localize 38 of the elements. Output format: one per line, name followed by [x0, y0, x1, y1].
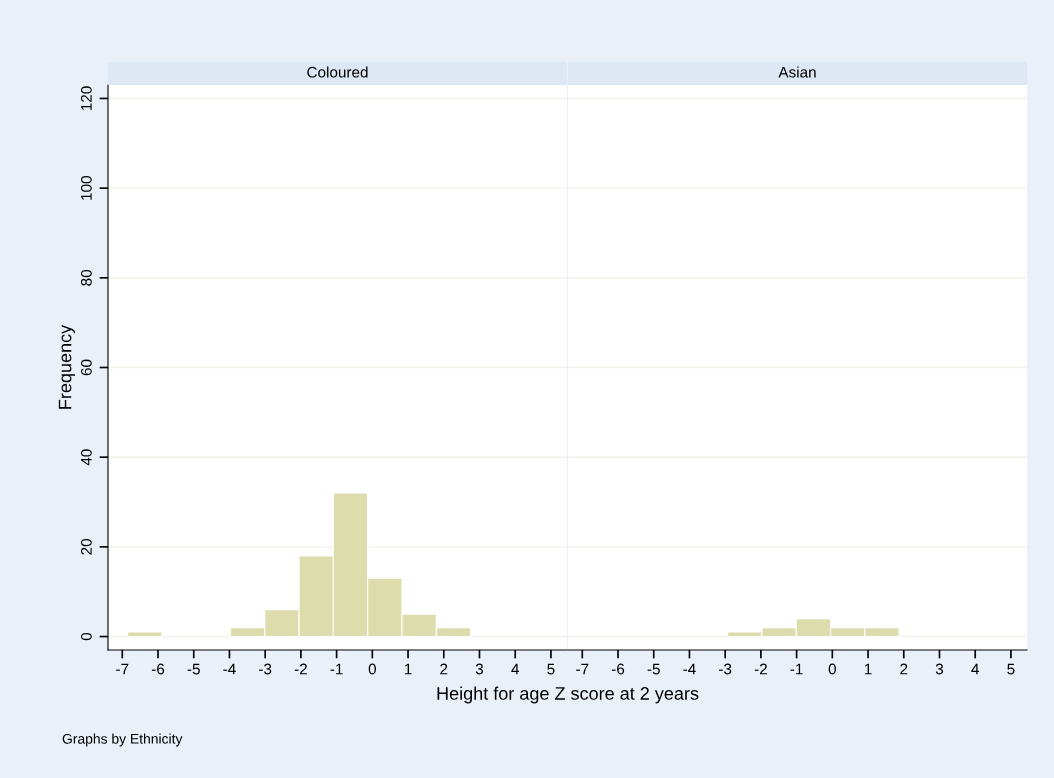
y-axis-title: Frequency [58, 324, 76, 409]
text: Graphs by Ethnicity [62, 733, 183, 747]
x-tick-label: -4 [683, 663, 696, 675]
x-tick-label: 0 [828, 663, 836, 675]
y-tick-label: 0 [80, 632, 92, 641]
x-tick-label: -1 [330, 663, 343, 675]
x-tick-label: 4 [971, 663, 980, 675]
x-tick-label: -4 [223, 663, 236, 675]
x-tick-label: -6 [151, 663, 165, 675]
y-tick-label: 80 [80, 269, 92, 286]
x-tick-label: 5 [1007, 663, 1015, 675]
x-tick-label: 1 [864, 663, 872, 675]
y-tick-label: 40 [80, 449, 92, 466]
x-tick-label: -6 [611, 663, 625, 675]
x-tick-label: -2 [294, 663, 307, 675]
x-tick-label: -7 [576, 663, 589, 675]
x-tick-label: -2 [754, 663, 767, 675]
chart-title: Coloured [307, 66, 368, 78]
x-tick-label: 3 [935, 663, 944, 675]
x-tick-label: 5 [547, 663, 555, 675]
x-tick-label: -5 [187, 663, 200, 675]
x-tick-label: 0 [368, 663, 376, 675]
y-tick-label: 120 [80, 86, 92, 111]
y-tick-label: 20 [80, 538, 92, 555]
x-tick-label: -1 [790, 663, 803, 675]
x-tick-label: 3 [475, 663, 484, 675]
y-tick-label: 100 [80, 175, 92, 200]
x-tick-label: -3 [259, 663, 272, 675]
x-axis-title: Height for age Z score at 2 years [437, 686, 699, 704]
x-tick-label: 4 [511, 663, 520, 675]
x-tick-label: -3 [719, 663, 732, 675]
x-tick-label: -5 [647, 663, 660, 675]
chart-title: Asian [778, 66, 816, 78]
y-tick-label: 60 [80, 359, 92, 376]
x-tick-label: -7 [116, 663, 129, 675]
x-tick-label: 2 [440, 663, 448, 675]
x-tick-label: 2 [900, 663, 908, 675]
x-tick-label: 1 [404, 663, 412, 675]
